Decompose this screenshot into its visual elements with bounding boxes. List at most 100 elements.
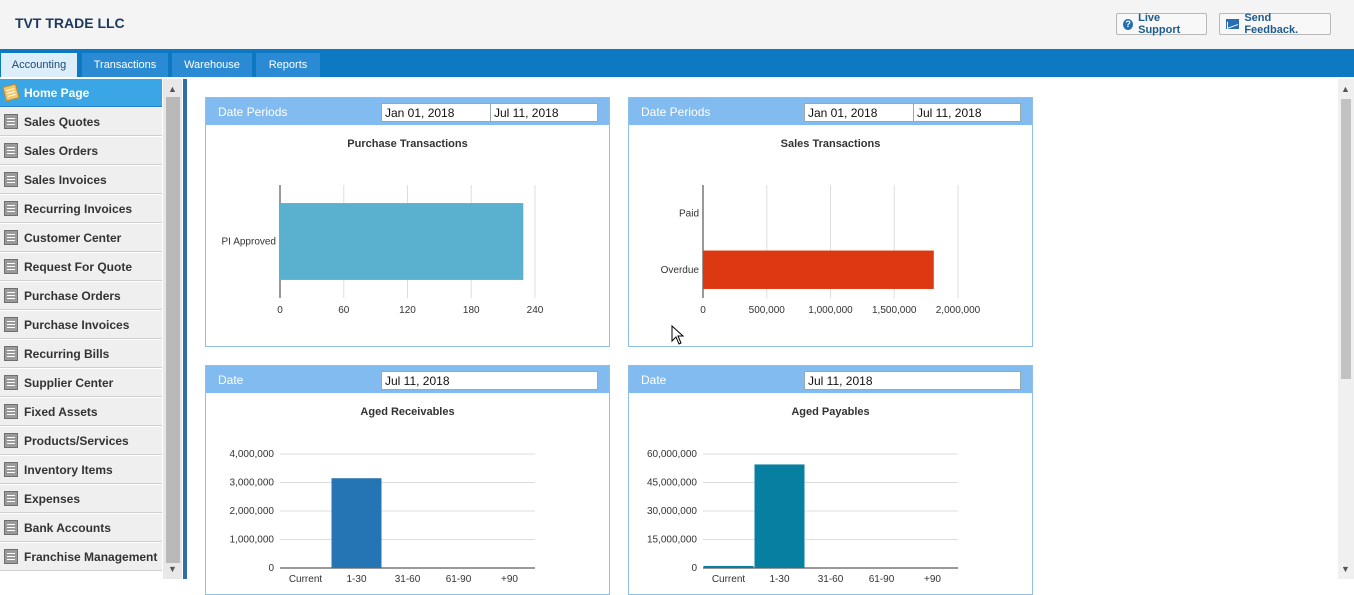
sidebar-item-label: Products/Services bbox=[24, 433, 129, 448]
tab-warehouse[interactable]: Warehouse bbox=[172, 53, 252, 77]
chart-title: Purchase Transactions bbox=[347, 138, 468, 150]
tick-label: 2,000,000 bbox=[230, 506, 275, 517]
home-icon bbox=[2, 83, 20, 102]
sidebar-item-sales-orders[interactable]: Sales Orders bbox=[0, 137, 162, 165]
date-label: Date bbox=[218, 373, 244, 387]
category-label: Current bbox=[289, 574, 323, 585]
sidebar-item-label: Franchise Management bbox=[24, 549, 158, 564]
sidebar-item-purchase-invoices[interactable]: Purchase Invoices bbox=[0, 311, 162, 339]
tick-label: 1,500,000 bbox=[872, 305, 917, 316]
chart-title: Aged Receivables bbox=[360, 406, 455, 418]
category-label: Current bbox=[712, 574, 746, 585]
sales-transactions-panel: Date Periods Jan 01, 2018 Jul 11, 2018 S… bbox=[628, 97, 1033, 347]
tick-label: 120 bbox=[399, 305, 416, 316]
scroll-up-icon[interactable]: ▲ bbox=[168, 84, 177, 94]
tick-label: 1,000,000 bbox=[808, 305, 853, 316]
date-to-input[interactable]: Jul 11, 2018 bbox=[490, 103, 598, 122]
date-periods-label: Date Periods bbox=[218, 105, 288, 119]
sidebar-item-franchise-management[interactable]: Franchise Management bbox=[0, 543, 162, 571]
sidebar-item-sales-quotes[interactable]: Sales Quotes bbox=[0, 108, 162, 136]
bar bbox=[280, 203, 524, 280]
main-scroll-thumb[interactable] bbox=[1341, 99, 1351, 379]
sidebar-item-recurring-bills[interactable]: Recurring Bills bbox=[0, 340, 162, 368]
tick-label: 3,000,000 bbox=[230, 478, 275, 489]
live-support-button[interactable]: ? Live Support bbox=[1116, 12, 1207, 36]
chart-title: Sales Transactions bbox=[780, 138, 881, 150]
live-support-label: Live Support bbox=[1138, 12, 1181, 36]
date-input[interactable]: Jul 11, 2018 bbox=[804, 371, 1021, 390]
sidebar-item-label: Purchase Orders bbox=[24, 288, 121, 303]
sidebar-item-customer-center[interactable]: Customer Center bbox=[0, 224, 162, 252]
sidebar-item-label: Sales Quotes bbox=[24, 114, 101, 129]
purchase-transactions-panel: Date Periods Jan 01, 2018 Jul 11, 2018 P… bbox=[205, 97, 610, 347]
sidebar-item-supplier-center[interactable]: Supplier Center bbox=[0, 369, 162, 397]
tab-reports[interactable]: Reports bbox=[256, 53, 320, 77]
sidebar-item-recurring-invoices[interactable]: Recurring Invoices bbox=[0, 195, 162, 223]
customer-icon bbox=[4, 230, 18, 245]
send-feedback-button[interactable]: Send Feedback. bbox=[1219, 12, 1331, 36]
tick-label: 30,000,000 bbox=[647, 506, 697, 517]
sidebar-item-purchase-orders[interactable]: Purchase Orders bbox=[0, 282, 162, 310]
category-label: 31-60 bbox=[395, 574, 421, 585]
tick-label: 15,000,000 bbox=[647, 535, 697, 546]
bar bbox=[754, 464, 805, 568]
sidebar-item-expenses[interactable]: Expenses bbox=[0, 485, 162, 513]
tick-label: 2,000,000 bbox=[936, 305, 981, 316]
truck-icon bbox=[4, 433, 18, 448]
aged-payables-panel: Date Jul 11, 2018 Aged Payables 0 15,000,… bbox=[628, 365, 1033, 595]
sidebar-scroll-thumb[interactable] bbox=[166, 97, 180, 563]
tab-transactions[interactable]: Transactions bbox=[82, 53, 168, 77]
tick-label: 4,000,000 bbox=[230, 449, 275, 460]
tab-accounting[interactable]: Accounting bbox=[1, 53, 77, 77]
sidebar-item-sales-invoices[interactable]: Sales Invoices bbox=[0, 166, 162, 194]
scroll-down-icon[interactable]: ▼ bbox=[168, 564, 177, 574]
sidebar-item-request-for-quote[interactable]: Request For Quote bbox=[0, 253, 162, 281]
app-header: TVT TRADE LLC ? Live Support Send Feedba… bbox=[0, 0, 1354, 49]
sidebar-item-bank-accounts[interactable]: Bank Accounts bbox=[0, 514, 162, 542]
scroll-up-icon[interactable]: ▲ bbox=[1341, 84, 1350, 94]
sidebar-item-inventory-items[interactable]: Inventory Items bbox=[0, 456, 162, 484]
scroll-down-icon[interactable]: ▼ bbox=[1341, 564, 1350, 574]
sidebar-nav: Home Page Sales Quotes Sales Orders Sales I… bbox=[0, 79, 162, 579]
aged-receivables-chart: 0 1,000,000 2,000,000 3,000,000 4,000,000 Cur… bbox=[230, 449, 535, 585]
category-label: 1-30 bbox=[346, 574, 366, 585]
category-label: Overdue bbox=[661, 265, 700, 276]
sidebar-item-label: Sales Invoices bbox=[24, 172, 107, 187]
sidebar-item-label: Bank Accounts bbox=[24, 520, 111, 535]
aged-payables-chart: 0 15,000,000 30,000,000 45,000,000 60,000,00… bbox=[647, 449, 958, 585]
sidebar-item-label: Home Page bbox=[24, 85, 90, 100]
sidebar-item-products-services[interactable]: Products/Services bbox=[0, 427, 162, 455]
tick-label: 500,000 bbox=[749, 305, 786, 316]
sidebar-item-label: Expenses bbox=[24, 491, 81, 506]
document-icon bbox=[4, 549, 18, 564]
panel-header: Date Jul 11, 2018 bbox=[629, 366, 1032, 393]
chart-title: Aged Payables bbox=[791, 406, 870, 418]
main-scrollbar[interactable]: ▲ ▼ bbox=[1338, 79, 1354, 579]
sidebar-item-label: Inventory Items bbox=[24, 462, 113, 477]
sidebar-item-label: Customer Center bbox=[24, 230, 122, 245]
bar bbox=[703, 250, 934, 289]
category-label: 61-90 bbox=[446, 574, 472, 585]
bank-icon bbox=[4, 520, 18, 535]
sidebar-splitter[interactable] bbox=[183, 79, 187, 579]
sidebar-scrollbar[interactable]: ▲ ▼ bbox=[163, 79, 182, 579]
tick-label: 240 bbox=[527, 305, 544, 316]
document-icon bbox=[4, 143, 18, 158]
panel-header: Date Jul 11, 2018 bbox=[206, 366, 609, 393]
date-from-input[interactable]: Jan 01, 2018 bbox=[804, 103, 914, 122]
panel-header: Date Periods Jan 01, 2018 Jul 11, 2018 bbox=[206, 98, 609, 125]
main-tab-bar: Accounting Transactions Warehouse Report… bbox=[0, 49, 1354, 77]
sidebar-item-home-page[interactable]: Home Page bbox=[0, 79, 162, 107]
category-label: +90 bbox=[501, 574, 518, 585]
category-label: Paid bbox=[679, 208, 699, 219]
date-to-input[interactable]: Jul 11, 2018 bbox=[913, 103, 1021, 122]
sidebar-item-fixed-assets[interactable]: Fixed Assets bbox=[0, 398, 162, 426]
category-label: PI Approved bbox=[222, 237, 276, 248]
date-from-input[interactable]: Jan 01, 2018 bbox=[381, 103, 491, 122]
help-icon: ? bbox=[1123, 18, 1134, 30]
document-icon bbox=[4, 172, 18, 187]
tick-label: 180 bbox=[463, 305, 480, 316]
date-input[interactable]: Jul 11, 2018 bbox=[381, 371, 598, 390]
date-periods-label: Date Periods bbox=[641, 105, 711, 119]
mouse-cursor-icon bbox=[671, 325, 685, 345]
